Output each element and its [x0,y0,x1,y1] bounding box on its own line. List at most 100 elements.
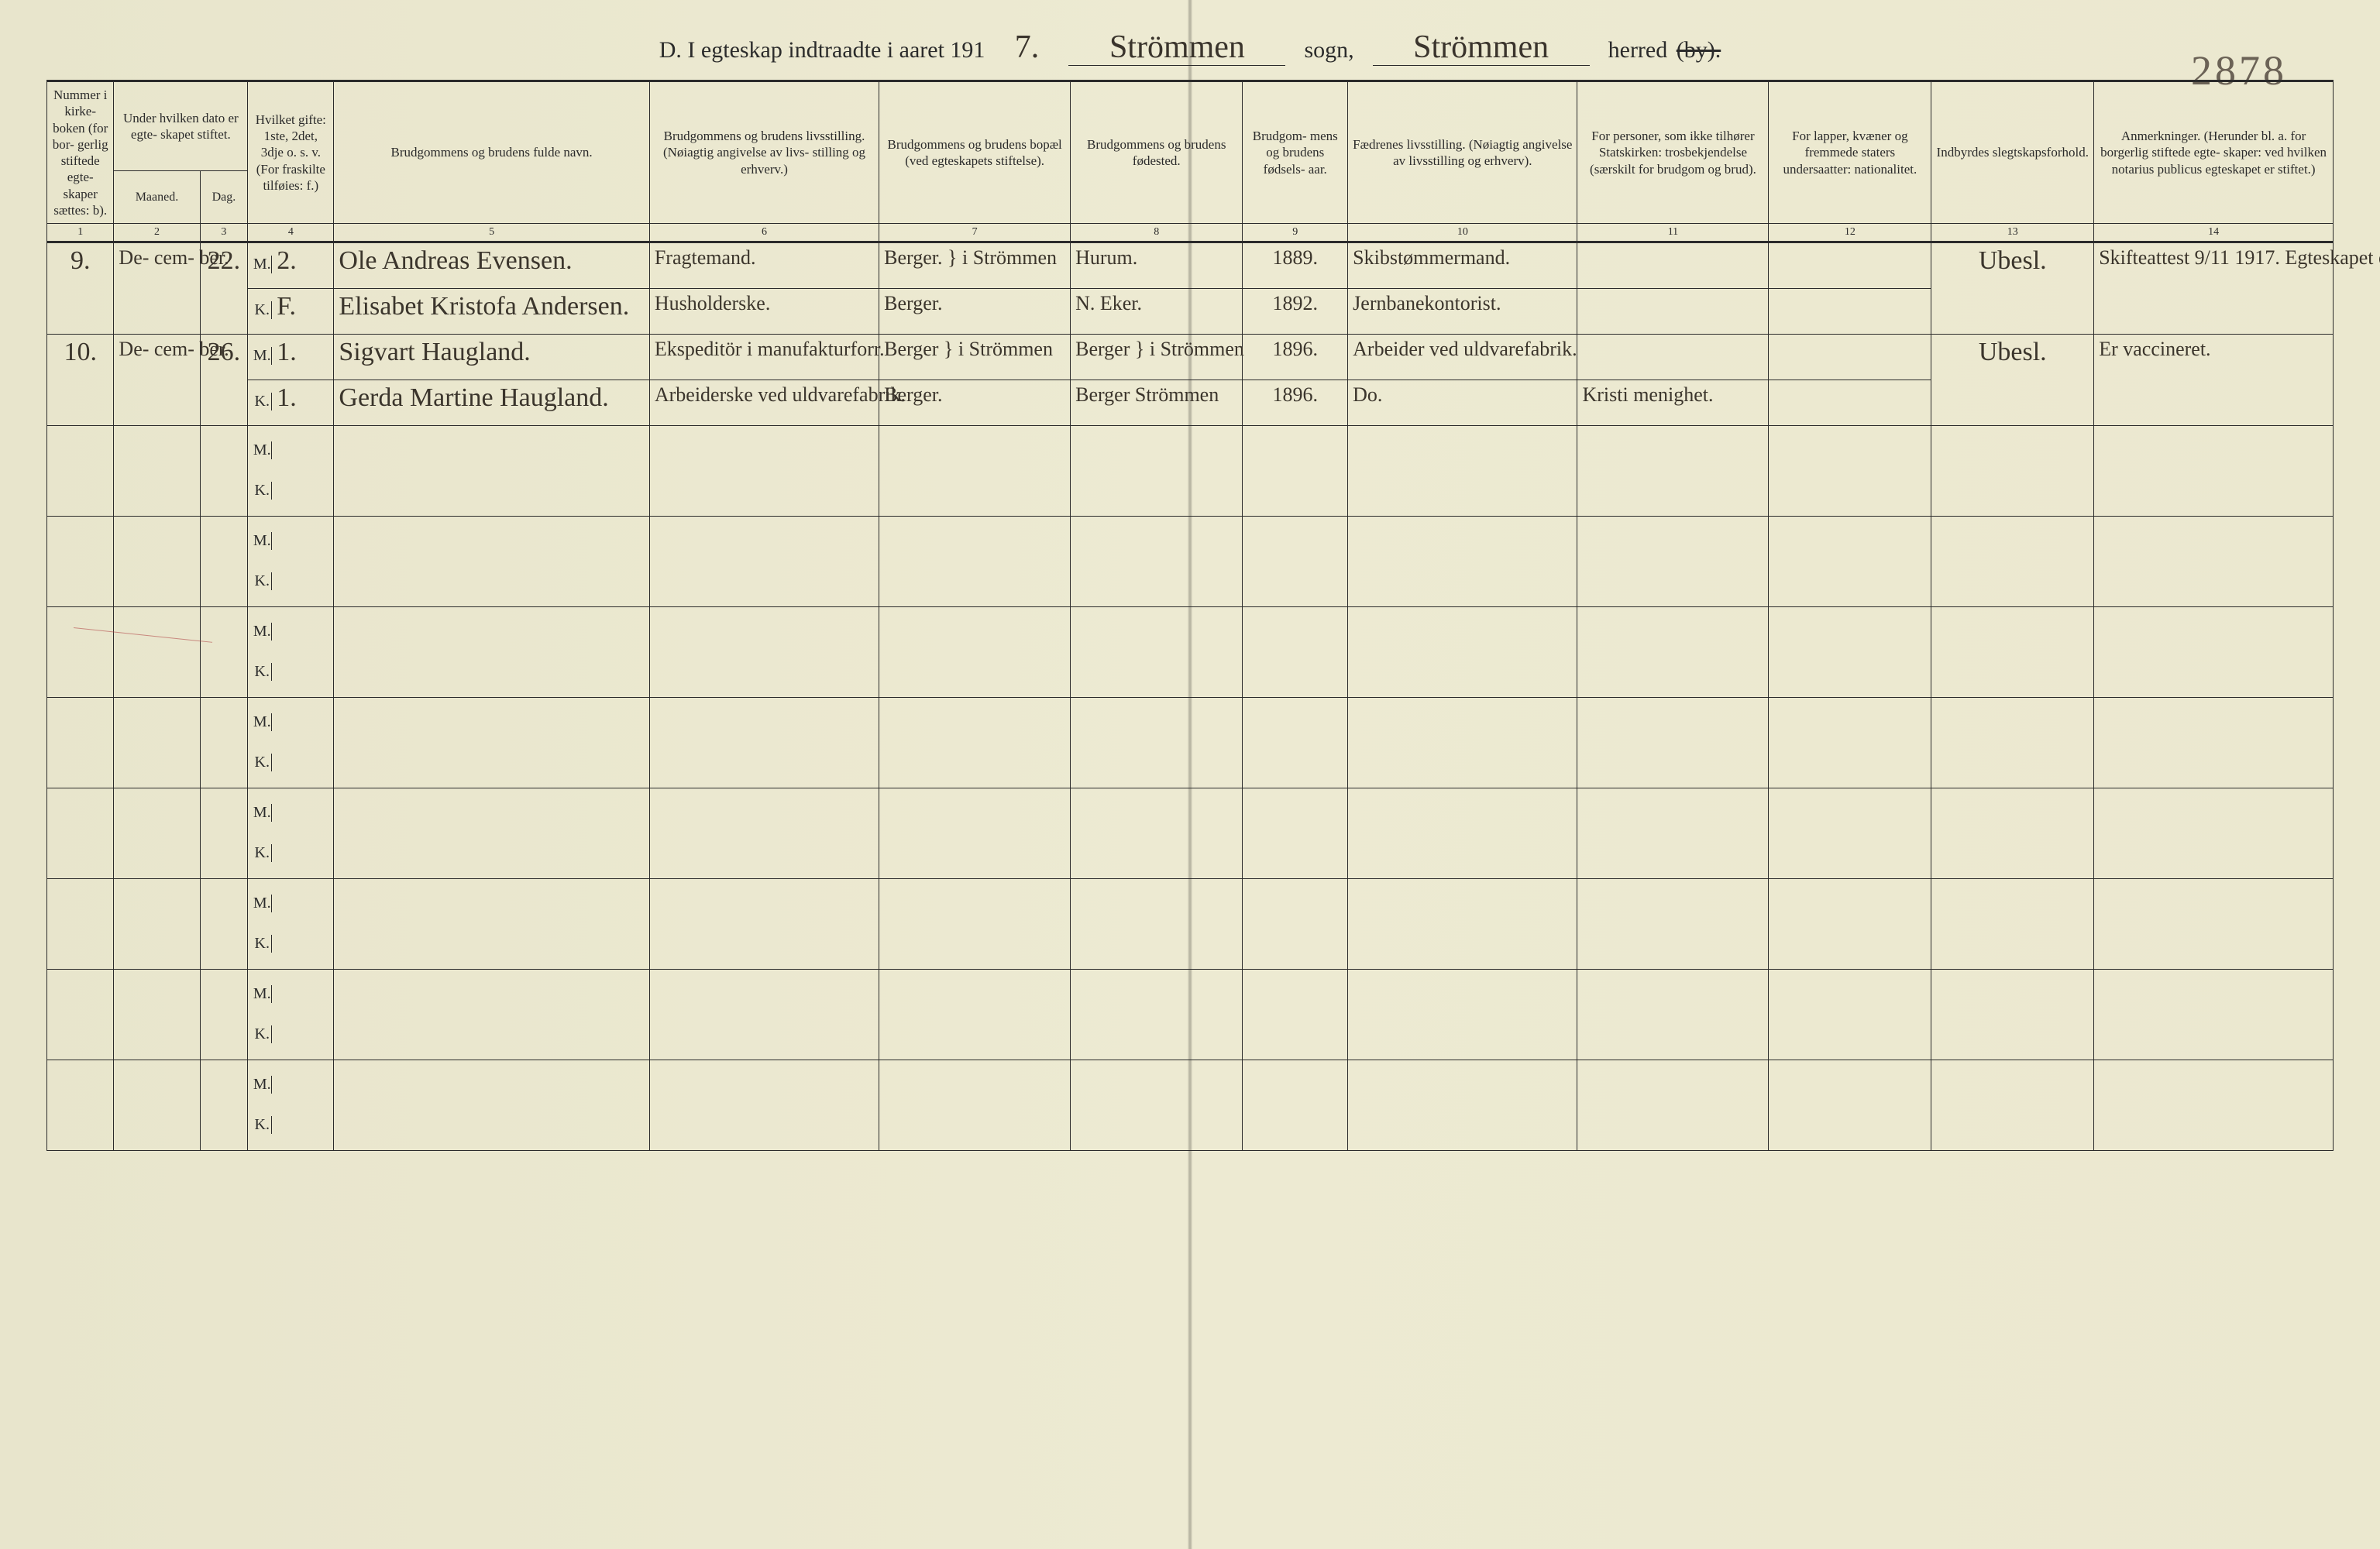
bride-name: Gerda Martine Haugland. [339,383,608,412]
cell-c11 [1577,242,1769,288]
col-header-13: Indbyrdes slegtskapsforhold. [1931,81,2094,224]
bride-name: Elisabet Kristofa Andersen. [339,292,629,321]
entry-row-groom: 10. De- cem- ber. 26. M.1. Sigvart Haugl… [47,334,2334,380]
col-num: 11 [1577,224,1769,242]
bride-fodested: Berger Strömmen [1075,383,1219,406]
cell-c11 [1577,334,1769,380]
table-body: 9. De- cem- ber. 22. M.2. Ole Andreas Ev… [47,242,2334,1150]
groom-aar: 1896. [1273,338,1319,360]
col-num: 10 [1348,224,1577,242]
mk-k-label: K. [253,393,272,410]
sogn-name: Strömmen [1068,31,1285,66]
col-num: 9 [1243,224,1348,242]
groom-fodested: Hurum. [1075,246,1137,269]
col-header-1: Nummer i kirke- boken (for bor- gerlig s… [47,81,114,224]
herred-name: Strömmen [1373,31,1590,66]
entry-number: 9. [71,246,91,275]
empty-row: M. K. [47,969,2334,1060]
groom-name: Sigvart Haugland. [339,338,530,366]
groom-aar: 1889. [1273,246,1319,269]
groom-livsstilling: Ekspeditör i manufakturforr. [655,338,885,360]
table-header: Nummer i kirke- boken (for bor- gerlig s… [47,81,2334,242]
bride-fodested: N. Eker. [1075,292,1142,314]
mk-m-label: M. [253,441,272,459]
by-struck: (by). [1673,37,1721,63]
empty-row: M. K. [47,697,2334,788]
groom-gifte: 2. [277,246,297,275]
col-num: 2 [114,224,200,242]
empty-row: M. K. [47,425,2334,516]
col-num: 13 [1931,224,2094,242]
bride-livsstilling: Husholderske. [655,292,770,314]
mk-k-label: K. [253,754,272,771]
entry-row-groom: 9. De- cem- ber. 22. M.2. Ole Andreas Ev… [47,242,2334,288]
cell-c11 [1577,288,1769,334]
groom-bopael: Berger. } i Strömmen [884,246,1057,269]
empty-row: M. K. [47,878,2334,969]
bride-gifte: 1. [277,383,297,412]
bride-c11: Kristi menighet. [1582,383,1713,406]
mk-k-label: K. [253,1025,272,1043]
cell-c12 [1769,380,1931,425]
col-header-12: For lapper, kvæner og fremmede staters u… [1769,81,1931,224]
mk-m-label: M. [253,895,272,912]
herred-word: herred [1608,37,1668,63]
empty-row: M. K. [47,516,2334,606]
col-num: 12 [1769,224,1931,242]
col-header-8: Brudgommens og brudens fødested. [1071,81,1243,224]
col-header-14: Anmerkninger. (Herunder bl. a. for borge… [2094,81,2334,224]
bride-gifte: F. [277,292,296,321]
bride-faedre: Do. [1353,383,1382,406]
ledger-page: 2878 D. I egteskap indtraadte i aaret 19… [0,0,2380,1549]
sogn-label: sogn, [1304,37,1353,64]
cell-c12 [1769,334,1931,380]
bride-bopael: Berger. [884,383,942,406]
col-num: 5 [334,224,649,242]
bride-livsstilling: Arbeiderske ved uldvarefabrik. [655,383,906,406]
col-header-10: Fædrenes livsstilling. (Nøiagtig angivel… [1348,81,1577,224]
mk-m-label: M. [253,532,272,550]
bride-aar: 1892. [1273,292,1319,314]
entry-slegtskap: Ubesl. [1979,338,2047,366]
entry-day: 22. [208,246,241,275]
groom-gifte: 1. [277,338,297,366]
entry-slegtskap: Ubesl. [1979,246,2047,275]
col-header-6: Brudgommens og brudens livsstilling. (Nø… [649,81,879,224]
entry-number: 10. [64,338,97,366]
bride-faedre: Jernbanekontorist. [1353,292,1501,314]
col-header-5: Brudgommens og brudens fulde navn. [334,81,649,224]
mk-m-label: M. [253,804,272,822]
col-num: 4 [248,224,334,242]
groom-fodested: Berger } i Strömmen [1075,338,1244,360]
col-num: 1 [47,224,114,242]
bride-aar: 1896. [1273,383,1319,406]
entry-day: 26. [208,338,241,366]
col-num: 8 [1071,224,1243,242]
mk-k-label: K. [253,572,272,590]
mk-k-label: K. [253,482,272,500]
col-header-2-month: Maaned. [114,171,200,224]
mk-m-label: M. [253,1076,272,1094]
mk-m-label: M. [253,713,272,731]
col-header-9: Brudgom- mens og brudens fødsels- aar. [1243,81,1348,224]
col-num: 7 [879,224,1071,242]
marriage-register-table: Nummer i kirke- boken (for bor- gerlig s… [46,80,2334,1151]
col-num: 14 [2094,224,2334,242]
mk-k-label: K. [253,935,272,953]
mk-m-label: M. [253,256,272,273]
cell-c12 [1769,242,1931,288]
entry-anmerkninger: Skifteattest 9/11 1917. Egteskapet opløs… [2099,246,2380,269]
col-header-11: For personer, som ikke tilhører Statskir… [1577,81,1769,224]
entry-anmerkninger: Er vaccineret. [2099,338,2210,360]
mk-m-label: M. [253,623,272,641]
mk-m-label: M. [253,985,272,1003]
form-title-row: D. I egteskap indtraadte i aaret 191 7. … [46,31,2334,66]
empty-row: M. K. [47,788,2334,878]
col-header-4: Hvilket gifte: 1ste, 2det, 3dje o. s. v.… [248,81,334,224]
groom-faedre: Arbeider ved uldvarefabrik. [1353,338,1577,360]
mk-k-label: K. [253,844,272,862]
mk-k-label: K. [253,301,272,319]
mk-k-label: K. [253,663,272,681]
herred-label: herred (by). [1608,37,1721,64]
empty-row: M. K. [47,606,2334,697]
